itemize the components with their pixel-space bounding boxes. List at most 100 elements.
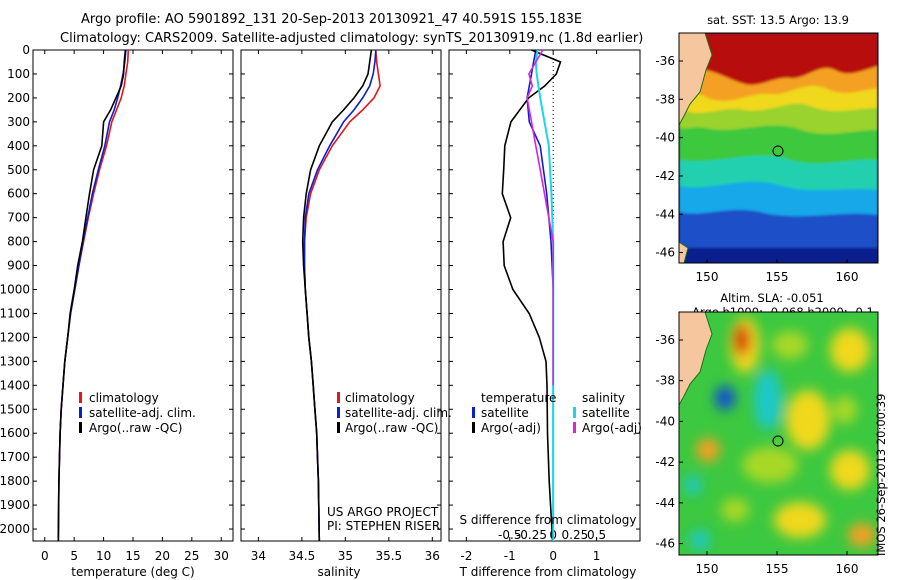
map-x-tick-label: 150 [696, 562, 719, 576]
legend-swatch-satellite [337, 407, 340, 418]
sst-tasmania [679, 241, 689, 263]
x-tick-label: 30 [214, 549, 229, 563]
y-tick-label: 0 [22, 43, 30, 57]
s-tick-label: -0.5 [498, 528, 521, 542]
credit-stamp: IMOS 26-Sep-2013 20:00:39 [874, 393, 888, 557]
x-tick-label: 25 [184, 549, 199, 563]
project-annotation-line2: PI: STEPHEN RISER [327, 519, 440, 533]
series-s-satellite [534, 49, 555, 541]
legend-t-argo: Argo(-adj) [481, 421, 541, 435]
y-tick-label: 200 [7, 91, 30, 105]
y-tick-label: 1000 [0, 283, 30, 297]
difference-top-xlabel: S difference from climatology [460, 513, 637, 527]
map-y-tick-label: -42 [655, 169, 675, 183]
map-x-tick-label: 155 [766, 562, 789, 576]
x-tick-label: 35.5 [375, 549, 402, 563]
legend-satellite: satellite-adj. clim. [89, 406, 196, 420]
y-tick-label: 1400 [0, 378, 30, 392]
y-tick-label: 1200 [0, 330, 30, 344]
header-line1: Argo profile: AO 5901892_131 20-Sep-2013… [81, 12, 582, 27]
legend-argo: Argo(..raw -QC) [89, 421, 182, 435]
y-tick-label: 1300 [0, 354, 30, 368]
difference-legend: temperature satellite Argo(-adj) salinit… [472, 391, 642, 435]
x-tick-label: 20 [155, 549, 170, 563]
sla-map-frame [678, 311, 879, 556]
legend-swatch-argo [79, 422, 82, 433]
difference-panel-frame [448, 49, 641, 542]
y-tick-label: 600 [7, 187, 30, 201]
x-tick-label: 15 [125, 549, 140, 563]
legend-t-satellite: satellite [481, 406, 529, 420]
y-tick-label: 900 [7, 259, 30, 273]
legend-swatch-t-argo [472, 422, 475, 433]
sla-map-title-line1: Altim. SLA: -0.051 [720, 291, 824, 305]
legend-climatology: climatology [345, 391, 415, 405]
x-tick-label: 36 [425, 549, 440, 563]
sla-argo-location [772, 435, 784, 447]
map-x-tick-label: 160 [836, 270, 859, 284]
series-satellite-adj-clim- [303, 49, 377, 542]
y-tick-label: 2000 [0, 522, 30, 536]
map-y-tick-label: -42 [655, 455, 675, 469]
legend-swatch-t-satellite [472, 407, 475, 418]
x-tick-label: -2 [460, 549, 472, 563]
x-tick-label: 34.5 [289, 549, 316, 563]
legend-swatch-s-argo [573, 422, 576, 433]
y-tick-label: 1500 [0, 402, 30, 416]
x-tick-label: 0 [549, 549, 557, 563]
sla-map [679, 312, 878, 555]
legend-swatch-argo [337, 422, 340, 433]
y-tick-label: 1700 [0, 450, 30, 464]
sst-map-title: sat. SST: 13.5 Argo: 13.9 [707, 13, 849, 27]
y-tick-label: 1800 [0, 474, 30, 488]
salinity-panel-frame [240, 49, 442, 542]
map-x-tick-label: 160 [836, 562, 859, 576]
series-t-argo-adj- [501, 49, 562, 542]
difference-xlabel: T difference from climatology [459, 565, 637, 579]
legend-s-argo: Argo(-adj) [582, 421, 642, 435]
salinity-legend: climatology satellite-adj. clim. Argo(..… [337, 391, 452, 435]
map-y-tick-label: -46 [655, 246, 675, 260]
map-y-tick-label: -40 [655, 131, 675, 145]
y-tick-label: 1600 [0, 426, 30, 440]
y-tick-label: 1900 [0, 498, 30, 512]
legend-salinity-title: salinity [582, 391, 625, 405]
series-argo-raw-qc- [57, 49, 127, 542]
map-y-tick-label: -36 [655, 54, 675, 68]
temperature-panel-frame [32, 49, 234, 542]
map-y-tick-label: -36 [655, 333, 675, 347]
map-y-tick-label: -38 [655, 92, 675, 106]
y-tick-label: 300 [7, 115, 30, 129]
map-x-tick-label: 150 [696, 270, 719, 284]
map-y-tick-label: -38 [655, 374, 675, 388]
legend-s-satellite: satellite [582, 406, 630, 420]
series-climatology [57, 49, 130, 542]
map-y-tick-label: -40 [655, 414, 675, 428]
legend-argo: Argo(..raw -QC) [345, 421, 438, 435]
y-tick-label: 800 [7, 235, 30, 249]
sst-map-frame [678, 32, 879, 264]
legend-temperature-title: temperature [481, 391, 556, 405]
legend-swatch-s-satellite [573, 407, 576, 418]
sla-land [679, 312, 713, 407]
legend-swatch-climatology [79, 392, 82, 403]
salinity-xlabel: salinity [317, 565, 360, 579]
y-tick-label: 700 [7, 211, 30, 225]
y-tick-label: 100 [7, 67, 30, 81]
s-tick-label: 0.5 [587, 528, 606, 542]
s-tick-label: 0.25 [562, 528, 589, 542]
series-s-argo-adj- [526, 49, 555, 386]
sst-argo-location [772, 145, 784, 157]
legend-climatology: climatology [89, 391, 159, 405]
legend-satellite: satellite-adj. clim. [345, 406, 452, 420]
x-tick-label: 5 [70, 549, 78, 563]
x-tick-label: 0 [41, 549, 49, 563]
series-satellite-adj-clim- [57, 49, 127, 542]
x-tick-label: 1 [593, 549, 601, 563]
temperature-legend: climatology satellite-adj. clim. Argo(..… [79, 391, 196, 435]
sst-land [679, 33, 713, 127]
x-tick-label: 34 [251, 549, 266, 563]
map-y-tick-label: -44 [655, 207, 675, 221]
y-tick-label: 500 [7, 163, 30, 177]
